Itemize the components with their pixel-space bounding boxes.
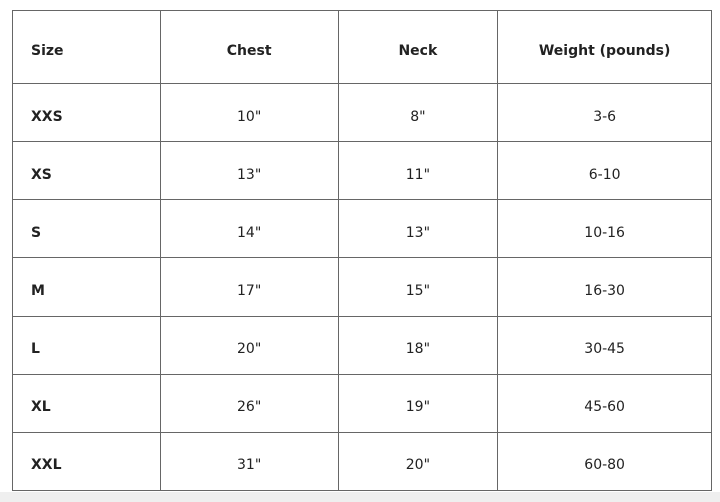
table-cell: 3-6 bbox=[497, 83, 712, 143]
table-row: M 17" 15" 16-30 bbox=[12, 257, 712, 317]
table-row: L 20" 18" 30-45 bbox=[12, 315, 712, 375]
table-row: XS 13" 11" 6-10 bbox=[12, 141, 712, 201]
table-cell: 13" bbox=[337, 199, 499, 259]
table-cell: 19" bbox=[337, 373, 499, 433]
table-cell: 20" bbox=[337, 431, 499, 492]
table-cell: M bbox=[12, 257, 161, 317]
table-cell: 11" bbox=[337, 141, 499, 201]
table-cell: XL bbox=[12, 373, 161, 433]
table-cell: 10-16 bbox=[497, 199, 712, 259]
table-cell: L bbox=[12, 315, 161, 375]
table-row: XL 26" 19" 45-60 bbox=[12, 373, 712, 433]
table-cell: 60-80 bbox=[497, 431, 712, 492]
table-cell: 13" bbox=[159, 141, 339, 201]
header-cell: Size bbox=[12, 9, 161, 85]
table-cell: 15" bbox=[337, 257, 499, 317]
table-cell: 14" bbox=[159, 199, 339, 259]
table-cell: 16-30 bbox=[497, 257, 712, 317]
table-cell: XS bbox=[12, 141, 161, 201]
table-cell: 10" bbox=[159, 83, 339, 143]
header-row: Size Chest Neck Weight (pounds) bbox=[12, 9, 712, 85]
size-table: Size Chest Neck Weight (pounds) XXS 10" 8" 3-6 X… bbox=[12, 9, 712, 492]
table-cell: XXL bbox=[12, 431, 161, 492]
table-cell: 18" bbox=[337, 315, 499, 375]
table-cell: 26" bbox=[159, 373, 339, 433]
table-cell: 8" bbox=[337, 83, 499, 143]
page-footer bbox=[0, 492, 720, 502]
table-cell: 17" bbox=[159, 257, 339, 317]
table-cell: 6-10 bbox=[497, 141, 712, 201]
table-cell: 20" bbox=[159, 315, 339, 375]
table-cell: XXS bbox=[12, 83, 161, 143]
table-cell: 45-60 bbox=[497, 373, 712, 433]
header-cell: Chest bbox=[159, 9, 339, 85]
table-cell: 30-45 bbox=[497, 315, 712, 375]
table-cell: 31" bbox=[159, 431, 339, 492]
table-row: S 14" 13" 10-16 bbox=[12, 199, 712, 259]
table-row: XXL 31" 20" 60-80 bbox=[12, 431, 712, 492]
header-cell: Weight (pounds) bbox=[497, 9, 712, 85]
table-cell: S bbox=[12, 199, 161, 259]
table-row: XXS 10" 8" 3-6 bbox=[12, 83, 712, 143]
header-cell: Neck bbox=[337, 9, 499, 85]
